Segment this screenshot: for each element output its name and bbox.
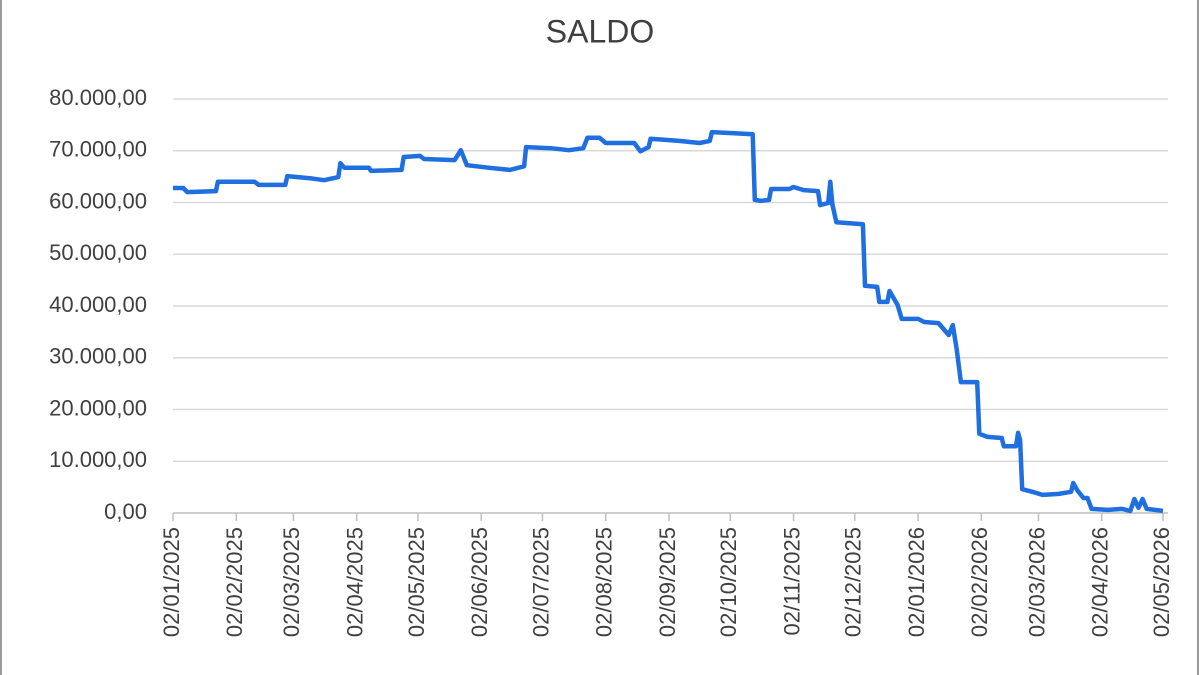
x-tick-label: 02/04/2026 — [1088, 527, 1113, 637]
y-tick-label: 40.000,00 — [49, 292, 147, 317]
x-tick-label: 02/06/2025 — [467, 527, 492, 637]
x-tick-label: 02/02/2025 — [222, 527, 247, 637]
x-tick-label: 02/03/2025 — [279, 527, 304, 637]
x-tick-label: 02/05/2026 — [1149, 527, 1174, 637]
y-tick-label: 50.000,00 — [49, 240, 147, 265]
x-tick-label: 02/10/2025 — [716, 527, 741, 637]
x-tick-label: 02/11/2025 — [779, 527, 804, 635]
x-tick-label: 02/03/2026 — [1024, 527, 1049, 637]
y-tick-label: 60.000,00 — [49, 188, 147, 213]
x-tick-label: 02/01/2025 — [159, 527, 184, 637]
x-tick-label: 02/08/2025 — [592, 527, 617, 637]
y-tick-label: 0,00 — [104, 499, 147, 524]
x-tick-label: 02/05/2025 — [404, 527, 429, 637]
y-tick-label: 70.000,00 — [49, 137, 147, 162]
chart-title: SALDO — [546, 13, 654, 49]
y-tick-label: 30.000,00 — [49, 344, 147, 369]
data-line — [173, 129, 1164, 514]
y-tick-label: 80.000,00 — [49, 85, 147, 110]
x-tick-label: 02/04/2025 — [343, 527, 368, 637]
x-tick-label: 02/01/2026 — [904, 527, 929, 637]
x-tick-label: 02/07/2025 — [528, 527, 553, 637]
x-tick-label: 02/02/2026 — [967, 527, 992, 637]
y-tick-label: 20.000,00 — [49, 395, 147, 420]
x-tick-label: 02/12/2025 — [841, 527, 866, 637]
y-tick-label: 10.000,00 — [49, 447, 147, 472]
x-tick-label: 02/09/2025 — [655, 527, 680, 637]
